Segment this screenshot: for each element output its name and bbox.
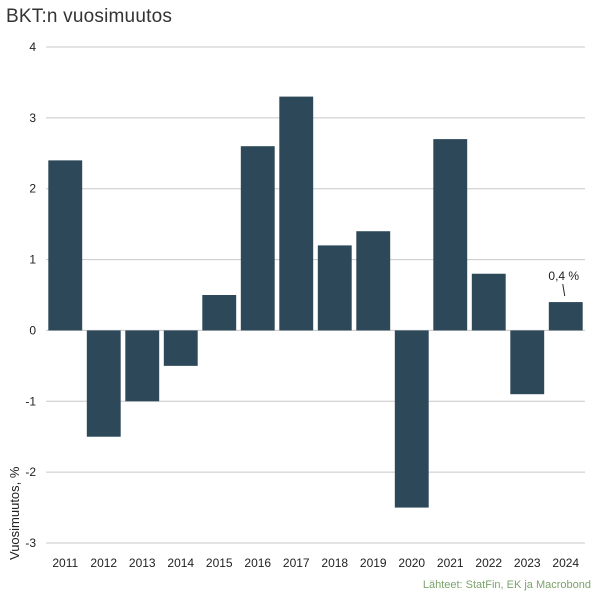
x-tick-label: 2011 (52, 556, 78, 570)
y-tick-label: 3 (29, 111, 36, 125)
y-tick-label: 1 (29, 253, 36, 267)
source-note: Lähteet: StatFin, EK ja Macrobond (422, 579, 591, 591)
bar-2021 (433, 139, 468, 331)
annotation-leader (562, 284, 566, 297)
y-tick-label: 2 (29, 182, 36, 196)
x-tick-label: 2012 (90, 556, 117, 570)
bar-2012 (86, 330, 121, 437)
y-tick-label: -2 (25, 465, 36, 479)
gridlines (46, 46, 585, 544)
y-tick-label: 0 (29, 323, 36, 337)
bar-2020 (394, 330, 429, 508)
bar-2015 (202, 295, 237, 331)
x-tick-label: 2013 (129, 556, 156, 570)
bar-2019 (356, 231, 391, 331)
x-tick-label: 2017 (283, 556, 310, 570)
bar-2011 (48, 160, 83, 331)
bar-2014 (163, 330, 198, 366)
x-tick-label: 2020 (398, 556, 425, 570)
annotation-label: 0,4 % (548, 269, 579, 283)
bar-2013 (125, 330, 160, 402)
bar-2018 (317, 245, 352, 331)
x-tick-label: 2023 (514, 556, 541, 570)
x-tick-label: 2019 (360, 556, 387, 570)
y-tick-label: -1 (25, 394, 36, 408)
y-tick-label: -3 (25, 536, 36, 550)
x-tick-label: 2021 (437, 556, 464, 570)
x-tick-label: 2024 (552, 556, 579, 570)
bar-2023 (510, 330, 545, 395)
chart-title: BKT:n vuosimuutos (6, 6, 173, 27)
bar-2017 (279, 96, 314, 331)
x-tick-label: 2014 (167, 556, 194, 570)
x-axis-ticks: 2011 2012 2013 2014 2015 2016 2017 2018 2019 2020… (52, 556, 579, 570)
y-axis-ticks: 4 3 2 1 0 -1 -2 -3 (25, 40, 36, 550)
x-tick-label: 2022 (475, 556, 502, 570)
bar-2024 (548, 302, 583, 331)
y-tick-label: 4 (29, 40, 36, 54)
x-tick-label: 2015 (206, 556, 233, 570)
annotations: 0,4 % (548, 269, 579, 297)
y-axis-label: Vuosimuutos, % (7, 466, 22, 560)
x-tick-label: 2016 (244, 556, 271, 570)
x-tick-label: 2018 (321, 556, 348, 570)
bar-2022 (471, 273, 506, 331)
bars (48, 96, 583, 508)
bar-2016 (240, 146, 275, 331)
